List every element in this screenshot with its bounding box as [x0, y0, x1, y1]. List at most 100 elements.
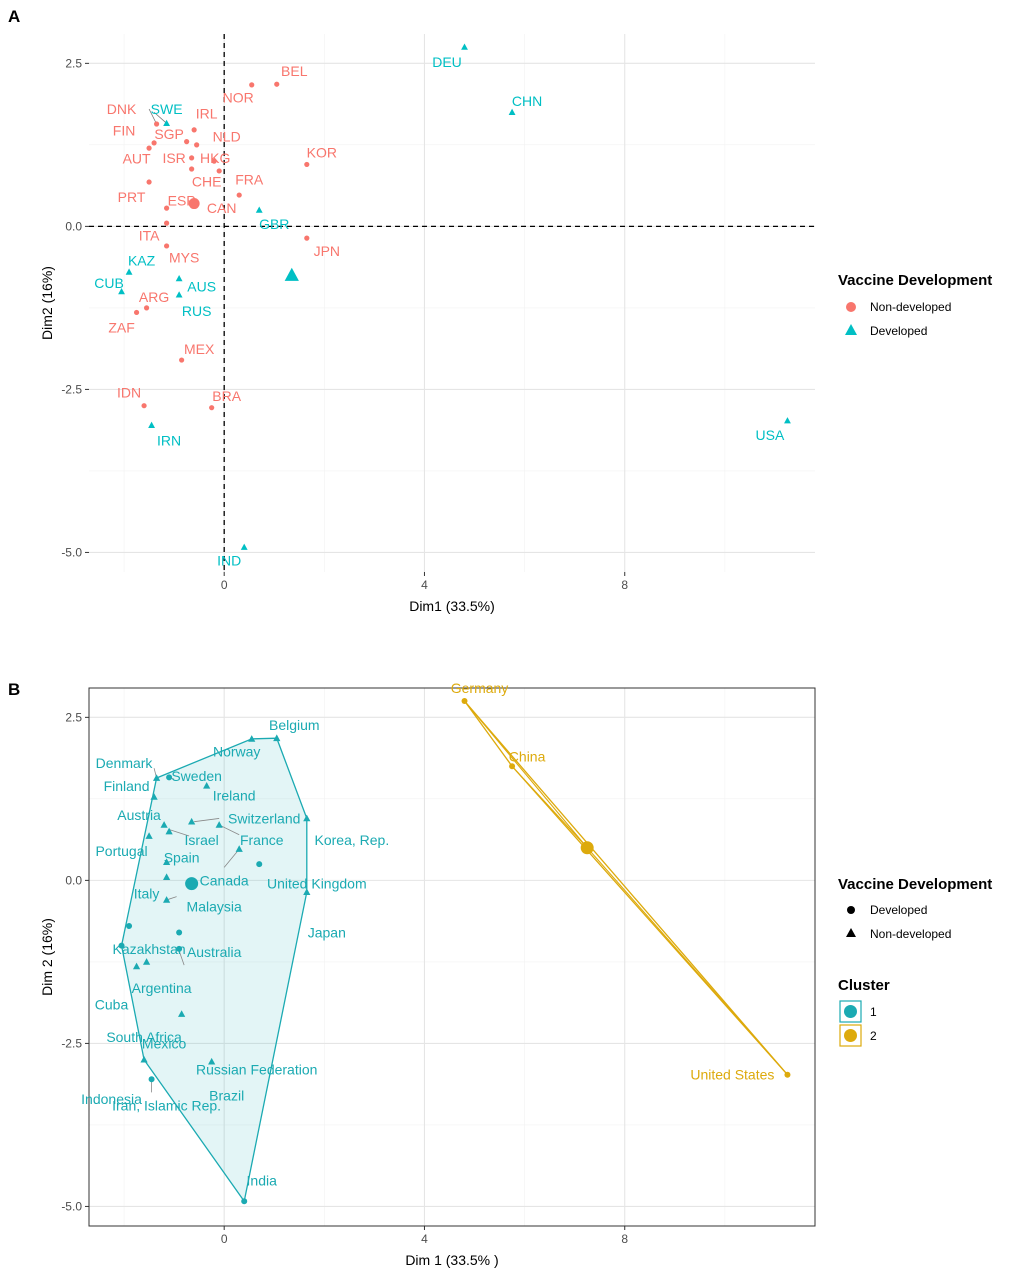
- point-irn: [148, 421, 156, 428]
- point-esp: [164, 205, 170, 211]
- label-dnk: DNK: [107, 101, 137, 117]
- panel-b-y-axis-title: Dim 2 (16%): [39, 918, 55, 996]
- point-mexico: [178, 1010, 186, 1017]
- panel-b-leaders: [151, 768, 240, 1093]
- point-spain: [162, 858, 171, 865]
- panel-a-legend-title: Vaccine Development: [838, 272, 992, 289]
- centroid-developed: [284, 267, 299, 281]
- legend-developed-label: Developed: [870, 324, 927, 338]
- label-gbr: GBR: [259, 216, 289, 232]
- label-swe: SWE: [151, 101, 183, 117]
- label-portugal: Portugal: [95, 843, 147, 859]
- point-aus: [175, 274, 183, 282]
- label-esp: ESP: [168, 192, 196, 208]
- label-che: CHE: [192, 173, 222, 189]
- label-united-kingdom: United Kingdom: [267, 876, 367, 892]
- cluster-1-key: [844, 1005, 857, 1018]
- point-che: [189, 166, 195, 172]
- label-france: France: [240, 832, 284, 848]
- point-dnk: [153, 121, 160, 127]
- point-canada: [235, 845, 243, 852]
- panel-a-y-tick-labels: 2.5 0.0 -2.5 -5.0: [61, 56, 89, 559]
- label-kazakhstan: Kazakhstan: [112, 941, 185, 957]
- panel-a: A BEL NOR DNK IRL FIN SGP NLD AUT ISR HKG KOR CHE FR…: [8, 7, 992, 614]
- label-sweden: Sweden: [171, 768, 222, 784]
- point-germany: [461, 698, 468, 705]
- label-zaf: ZAF: [108, 319, 134, 335]
- label-rus: RUS: [182, 303, 212, 319]
- label-can: CAN: [207, 200, 237, 216]
- label-korea-rep: Korea, Rep.: [315, 832, 390, 848]
- y-tick-label: -5.0: [61, 545, 82, 559]
- label-switzerland: Switzerland: [228, 810, 300, 826]
- centroid-cluster-1: [185, 877, 199, 891]
- legend-developed-circle-key: [847, 906, 855, 914]
- label-china: China: [509, 748, 546, 764]
- label-india: India: [247, 1172, 278, 1188]
- cluster-2-spoke-china: [511, 765, 588, 849]
- point-irl: [191, 127, 197, 133]
- label-irl: IRL: [196, 106, 218, 122]
- point-kaz: [125, 268, 133, 275]
- y-tick-label: 2.5: [65, 710, 82, 724]
- panel-b-points: [118, 698, 791, 1205]
- label-usa: USA: [756, 427, 785, 443]
- label-spain: Spain: [164, 850, 200, 866]
- panel-b: B Belgium Norway Denmark Sweden Finland Irela…: [8, 680, 992, 1268]
- y-tick-label: -2.5: [61, 1036, 82, 1050]
- panel-b-legend: Vaccine Development Developed Non-develo…: [838, 876, 992, 1047]
- y-tick-label: -2.5: [61, 382, 82, 396]
- point-switzerland: [188, 817, 196, 825]
- label-israel: Israel: [185, 832, 219, 848]
- point-mex: [179, 357, 185, 363]
- point-cub: [118, 287, 125, 295]
- point-aut: [146, 145, 152, 151]
- panel-a-x-axis-title: Dim1 (33.5%): [409, 598, 495, 614]
- label-aus: AUS: [187, 278, 216, 294]
- label-ind: IND: [217, 552, 241, 568]
- panel-b-legend-title: Vaccine Development: [838, 876, 992, 893]
- point-austria: [160, 821, 168, 828]
- point-kor: [304, 161, 310, 168]
- leader-dnk: [148, 108, 157, 125]
- panel-a-leaders: [148, 108, 167, 125]
- label-argentina: Argentina: [132, 980, 192, 996]
- cluster-2-key: [844, 1029, 857, 1042]
- label-australia: Australia: [187, 944, 242, 960]
- point-chn: [508, 108, 516, 115]
- label-fin: FIN: [113, 123, 136, 139]
- label-nor: NOR: [223, 89, 254, 105]
- legend-developed-key: [845, 324, 857, 335]
- point-india: [241, 1198, 248, 1205]
- point-sweden: [166, 774, 173, 781]
- label-mexico: Mexico: [142, 1035, 187, 1051]
- point-australia: [176, 929, 183, 936]
- label-mys: MYS: [169, 250, 199, 266]
- label-mex: MEX: [184, 341, 215, 357]
- label-hkg: HKG: [200, 150, 230, 166]
- panel-b-frame: [88, 687, 816, 1227]
- label-idn: IDN: [117, 385, 141, 401]
- leader-russian-federation: [178, 950, 185, 966]
- legend-developed-circle-label: Developed: [870, 903, 927, 917]
- x-tick-label: 8: [621, 578, 628, 592]
- legend-non-developed-key: [846, 302, 856, 312]
- point-argentina: [142, 958, 151, 965]
- point-france: [215, 821, 223, 828]
- x-tick-label: 8: [621, 1232, 628, 1246]
- point-mys: [164, 243, 170, 249]
- point-italy: [162, 873, 171, 880]
- panel-b-plot-area: [89, 688, 815, 1226]
- label-malaysia: Malaysia: [187, 898, 242, 914]
- x-tick-label: 4: [421, 1232, 428, 1246]
- point-arg: [143, 305, 150, 311]
- label-sgp: SGP: [154, 126, 184, 142]
- label-belgium: Belgium: [269, 717, 320, 733]
- label-kor: KOR: [307, 145, 337, 161]
- point-norway: [248, 735, 256, 742]
- cluster-1-label: 1: [870, 1005, 877, 1019]
- point-iran-islamic-rep: [148, 1076, 155, 1083]
- panel-a-labels: BEL NOR DNK IRL FIN SGP NLD AUT ISR HKG KOR CHE FRA P…: [94, 54, 785, 568]
- point-jpn: [304, 235, 310, 241]
- label-germany: Germany: [451, 680, 509, 696]
